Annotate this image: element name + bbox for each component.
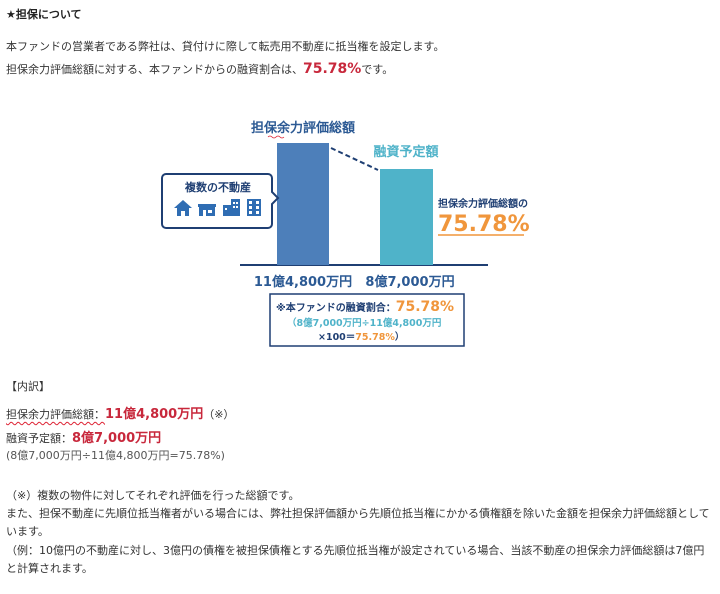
house-icon [174,200,192,216]
amount-collateral: 11億4,800万円 [254,274,352,290]
label-collateral: 担保余力評価総額 [251,120,355,136]
loan-bar [380,169,433,265]
breakdown-row-2-value: 8億7,000万円 [72,431,162,446]
formula-box [269,293,465,347]
ratio-caption: 担保余力評価総額の [438,197,528,210]
breakdown-row-1-note: （※） [203,408,235,421]
property-callout-title: 複数の不動産 [184,180,251,194]
breakdown-row-1-label: 担保余力評価総額： [6,408,105,421]
breakdown-row-loan: 融資予定額：8億7,000万円 [6,427,161,446]
intro-line-1: 本ファンドの営業者である弊社は、貸付けに際して転売用不動産に抵当権を設定します。 [6,40,445,53]
apartment-icon [247,199,261,216]
breakdown-title: 【内訳】 [6,380,50,393]
formula-line-2: （8億7,000万円÷11億4,800万円 [287,317,441,329]
label-loan: 融資予定額 [373,144,438,160]
intro-line-2: 担保余力評価総額に対する、本ファンドからの融資割合は、75.78%です。 [6,61,393,77]
shop-icon [198,204,216,216]
breakdown-row-1-value: 11億4,800万円 [105,407,204,422]
ratio-value: 75.78% [438,212,530,237]
note-2: また、担保不動産に先順位抵当権者がいる場合には、弊社担保評価額から先順位抵当権に… [6,507,710,538]
comparison-dash [330,147,379,171]
intro-line-2-suffix: です。 [361,63,394,76]
intro-ratio-value: 75.78% [303,61,362,77]
note-3: （例：10億円の不動産に対し、3億円の債権を被担保債権とする先順位抵当権が設定さ… [6,544,705,575]
intro-line-2-text: 担保余力評価総額に対する、本ファンドからの融資割合は、 [6,63,303,76]
breakdown-formula: (8億7,000万円÷11億4,800万円=75.78%) [6,449,225,462]
formula-line-3: ×100＝75.78%） [318,331,404,343]
section-heading: ★担保について [6,8,82,21]
note-1: （※）複数の物件に対してそれぞれ評価を行った総額です。 [6,489,300,502]
breakdown-row-collateral: 担保余力評価総額：11億4,800万円（※） [6,403,234,422]
breakdown-row-2-label: 融資予定額： [6,432,72,445]
collateral-bar [277,143,329,265]
formula-line-1: ※本ファンドの融資割合：75.78% [276,299,454,315]
amount-loan: 8億7,000万円 [365,274,454,290]
building-icon [223,199,240,216]
